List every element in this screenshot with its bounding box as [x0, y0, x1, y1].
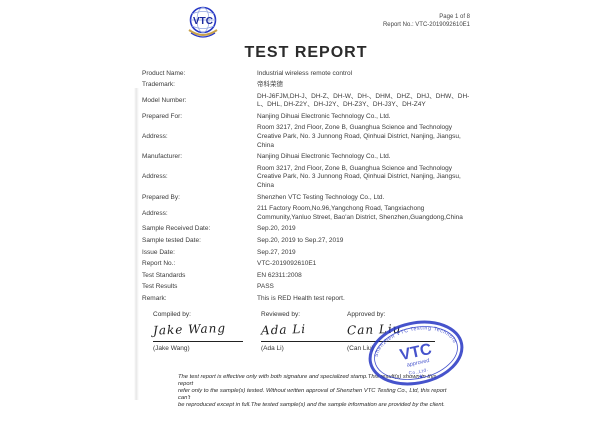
- table-row: Address: Room 3217, 2nd Floor, Zone B, G…: [142, 123, 472, 152]
- compiled-by-label: Compiled by:: [153, 311, 191, 318]
- row-label: Report No.:: [142, 260, 176, 268]
- stamp-approved-text: approved: [406, 358, 430, 369]
- row-value: PASS: [257, 283, 274, 291]
- compiled-signature: Jake Wang: [152, 321, 227, 338]
- row-value: VTC-2019092610E1: [257, 260, 317, 268]
- row-label: Product Name:: [142, 69, 186, 77]
- row-label: Trademark:: [142, 81, 175, 89]
- row-label: Test Results: [142, 283, 178, 291]
- row-label: Address:: [142, 133, 168, 141]
- row-value: Room 3217, 2nd Floor, Zone B, Guanghua S…: [257, 124, 461, 149]
- row-label: Prepared For:: [142, 112, 183, 120]
- approved-by-label: Approved by:: [347, 311, 386, 318]
- row-value: DH-J6FJM,DH-J、DH-Z、DH-W、DH-、DHM、DHZ、DHJ、…: [257, 92, 470, 109]
- footer-disclaimer: The test report is effective only with b…: [178, 374, 450, 409]
- page-number: Page 1 of 8: [439, 14, 470, 20]
- row-label: Manufacturer:: [142, 153, 183, 161]
- table-row: Sample tested Date: Sep.20, 2019 to Sep.…: [142, 236, 472, 248]
- row-value: Nanjing Dihuai Electronic Technology Co.…: [257, 153, 391, 161]
- table-row: Test Results PASS: [142, 282, 472, 294]
- table-row: Manufacturer: Nanjing Dihuai Electronic …: [142, 152, 472, 164]
- row-label: Sample Received Date:: [142, 225, 211, 233]
- row-value: Sep.20, 2019 to Sep.27, 2019: [257, 237, 344, 244]
- table-row: Trademark: 帝科荣德: [142, 80, 472, 92]
- table-row: Address: Room 3217, 2nd Floor, Zone B, G…: [142, 163, 472, 192]
- row-label: Issue Date:: [142, 248, 175, 256]
- row-value: Industrial wireless remote control: [257, 69, 353, 77]
- row-value: Sep.27, 2019: [257, 248, 296, 256]
- compiled-name: (Jake Wang): [153, 345, 190, 352]
- table-row: Issue Date: Sep.27, 2019: [142, 247, 472, 259]
- stamp-ring-text-bottom: Co.,Ltd.: [408, 366, 429, 376]
- table-row: Address: 211 Factory Room,No.96,Yangchon…: [142, 204, 472, 224]
- footer-line: refer only to the sample(s) tested. With…: [178, 388, 447, 401]
- row-value: EN 62311:2008: [257, 271, 302, 279]
- signature-block-compiled: Compiled by: Jake Wang (Jake Wang): [153, 311, 243, 352]
- row-value: 211 Factory Room,No.96,Yangchong Road, T…: [257, 205, 463, 221]
- table-row: Prepared By: Shenzhen VTC Testing Techno…: [142, 192, 472, 204]
- row-label: Test Standards: [142, 271, 186, 279]
- table-row: Sample Received Date: Sep.20, 2019: [142, 224, 472, 236]
- page-title: TEST REPORT: [244, 44, 368, 61]
- table-row: Prepared For: Nanjing Dihuai Electronic …: [142, 111, 472, 123]
- row-value: This is RED Health test report.: [257, 294, 345, 302]
- svg-text:VTC: VTC: [193, 16, 213, 27]
- row-label: Address:: [142, 173, 168, 181]
- table-row: Test Standards EN 62311:2008: [142, 270, 472, 282]
- signature-line: [261, 341, 347, 342]
- header-meta: Page 1 of 8 Report No.: VTC-2019092610E1: [383, 13, 470, 29]
- reviewed-name: (Ada Li): [261, 345, 284, 352]
- row-value: Sep.20, 2019: [257, 225, 296, 233]
- row-label: Address:: [142, 209, 168, 217]
- row-value: Shenzhen VTC Testing Technology Co., Ltd…: [257, 193, 385, 201]
- row-value: Nanjing Dihuai Electronic Technology Co.…: [257, 112, 391, 120]
- row-value: 帝科荣德: [257, 81, 283, 89]
- reviewed-by-label: Reviewed by:: [261, 311, 301, 318]
- row-label: Prepared By:: [142, 193, 180, 201]
- page-edge-line: [134, 88, 139, 400]
- table-row: Product Name: Industrial wireless remote…: [142, 68, 472, 80]
- svg-text:Co.,Ltd.: Co.,Ltd.: [408, 366, 429, 376]
- table-row: Model Number: DH-J6FJM,DH-J、DH-Z、DH-W、DH…: [142, 91, 472, 111]
- table-row: Report No.: VTC-2019092610E1: [142, 259, 472, 271]
- row-label: Model Number:: [142, 96, 187, 104]
- table-row: Remark: This is RED Health test report.: [142, 293, 472, 305]
- footer-line: be reproduced except in full.The tested …: [178, 402, 445, 408]
- approved-name: (Can Liu): [347, 345, 374, 352]
- stamp-center-text: VTC: [398, 341, 433, 364]
- row-value: Room 3217, 2nd Floor, Zone B, Guanghua S…: [257, 164, 461, 190]
- signature-block-reviewed: Reviewed by: Ada Li (Ada Li): [261, 311, 347, 352]
- stamp-star-icon: ★: [418, 373, 425, 381]
- row-label: Remark:: [142, 294, 167, 302]
- row-label: Sample tested Date:: [142, 237, 201, 244]
- header-report-no: Report No.: VTC-2019092610E1: [382, 22, 470, 28]
- report-info-table: Product Name: Industrial wireless remote…: [142, 68, 472, 305]
- signature-block-approved: Approved by: Can Liu (Can Liu): [347, 311, 435, 352]
- signature-line: [347, 341, 435, 342]
- reviewed-signature: Ada Li: [260, 321, 307, 338]
- signature-line: [153, 341, 243, 342]
- vtc-logo-icon: VTC: [188, 6, 218, 38]
- footer-line: The test report is effective only with b…: [178, 374, 437, 387]
